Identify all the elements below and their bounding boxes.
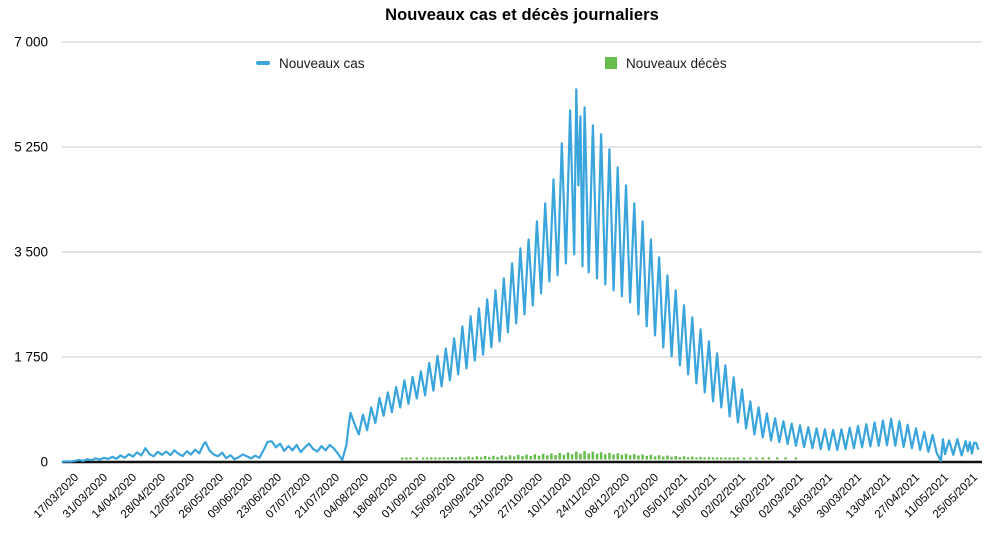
- svg-text:1 750: 1 750: [14, 350, 48, 365]
- svg-text:3 500: 3 500: [14, 245, 48, 260]
- legend-label-cases: Nouveaux cas: [279, 55, 365, 71]
- x-axis-labels: 17/03/202031/03/202014/04/202028/04/2020…: [32, 472, 980, 521]
- y-axis-labels: 0 1 750 3 500 5 250 7 000: [14, 35, 48, 470]
- legend-label-deaths: Nouveaux décès: [626, 55, 727, 71]
- legend-item-nouveaux-deces[interactable]: Nouveaux décès: [605, 55, 727, 71]
- legend-item-nouveaux-cas[interactable]: Nouveaux cas: [256, 55, 365, 71]
- deaths-square-swatch-icon: [605, 57, 617, 69]
- chart-title: Nouveaux cas et décès journaliers: [385, 6, 659, 24]
- gridlines: [62, 41, 982, 358]
- svg-text:0: 0: [40, 455, 48, 470]
- deaths-bars-series: [401, 451, 798, 460]
- cases-line-series: [61, 88, 980, 463]
- svg-text:5 250: 5 250: [14, 140, 48, 155]
- cases-line-swatch-icon: [256, 61, 270, 65]
- svg-text:7 000: 7 000: [14, 35, 48, 50]
